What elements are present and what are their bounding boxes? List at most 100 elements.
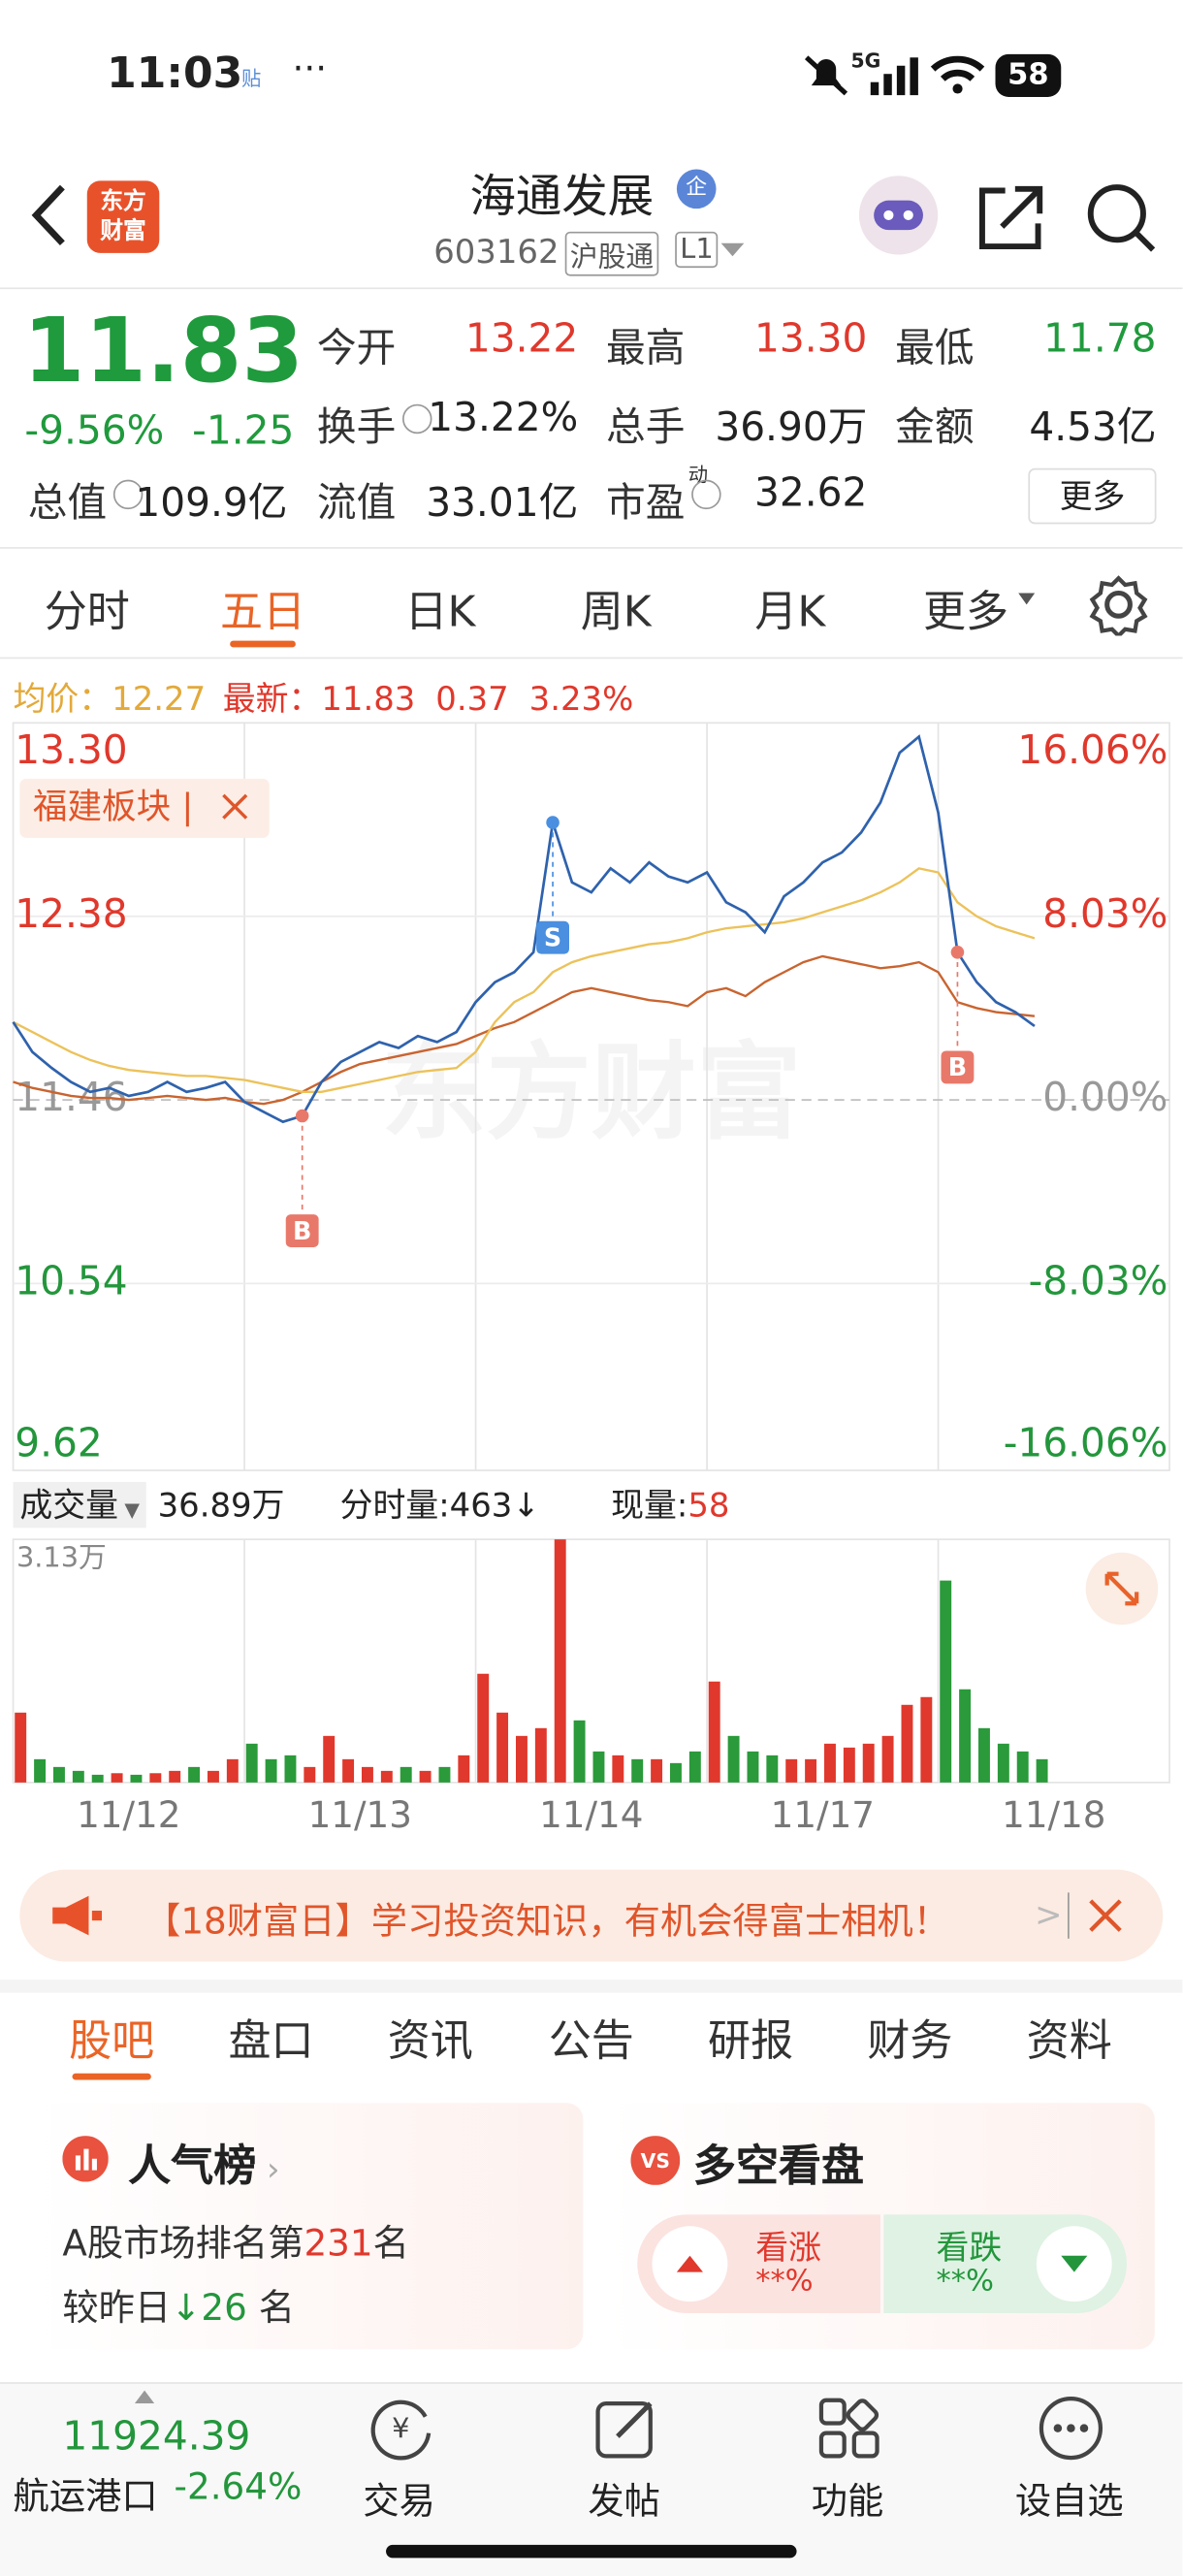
volume-bar [612, 1755, 624, 1783]
chart-tab[interactable]: 更多 [922, 588, 1009, 638]
volume-bar [688, 1751, 701, 1783]
volume-bar [592, 1751, 605, 1783]
x-tick-label: 11/13 [308, 1793, 412, 1836]
x-tick-label: 11/18 [1002, 1793, 1105, 1836]
megaphone-icon [52, 1895, 103, 1936]
volume-bar [149, 1773, 162, 1783]
field-value: 11.78 [1043, 315, 1157, 362]
volume-bar [361, 1766, 373, 1783]
sector-tag-close [222, 793, 248, 820]
diff-percent: 3.23% [528, 678, 634, 719]
stock-title: 海通发展 [469, 169, 655, 224]
field-label: 今开 [316, 325, 397, 371]
function-icon [818, 2398, 879, 2459]
bear-panel[interactable]: 看跌 **% [883, 2214, 1128, 2314]
bull-value: **% [755, 2264, 814, 2299]
bear-label: 看跌 [936, 2227, 1003, 2268]
bear-icon [1036, 2226, 1112, 2302]
volume-bar [111, 1773, 123, 1783]
volume-bar [496, 1712, 509, 1783]
volume-bar [400, 1766, 412, 1783]
nav-label[interactable]: 设自选 [1014, 2482, 1124, 2524]
index-value[interactable]: 11924.39 [62, 2413, 251, 2460]
section-tab[interactable]: 资讯 [387, 2017, 473, 2067]
change-amount: -1.25 [192, 407, 295, 454]
info-icon[interactable] [402, 403, 432, 435]
banner-divider [1068, 1892, 1070, 1939]
delta-suffix: 名 [258, 2288, 296, 2330]
chart-tab[interactable]: 月K [754, 588, 826, 638]
status-badge: 贴 [241, 67, 262, 91]
info-icon[interactable] [112, 479, 144, 510]
nav-label[interactable]: 发帖 [588, 2482, 660, 2524]
home-indicator [386, 2544, 797, 2559]
current-volume: 现量:58 [611, 1482, 729, 1528]
tick-volume: 分时量:463↓ [339, 1485, 540, 1525]
volume-bar [188, 1766, 201, 1783]
volume-bar [169, 1770, 181, 1783]
bull-panel[interactable]: 看涨 **% [637, 2214, 880, 2314]
section-tab[interactable]: 财务 [867, 2017, 953, 2067]
nav-label[interactable]: 交易 [363, 2482, 435, 2524]
price-panel [12, 722, 1170, 1471]
nav-label[interactable]: 功能 [811, 2482, 884, 2524]
index-name[interactable]: 航运港口 [13, 2477, 158, 2519]
back-button[interactable] [23, 180, 73, 249]
index-change[interactable]: -2.64% [174, 2467, 303, 2509]
volume-bar [265, 1758, 277, 1783]
field-value: 13.30 [753, 315, 868, 362]
dropdown-arrow[interactable] [719, 242, 746, 258]
y2-tick-label: 8.03% [1042, 890, 1167, 937]
section-gap [0, 1980, 1183, 1993]
popularity-card[interactable]: 人气榜 › A股市场排名第231名 较昨日↓26 名 [36, 2103, 584, 2350]
volume-bar [245, 1743, 258, 1783]
field-label: 市盈 [606, 479, 686, 527]
expand-button[interactable] [1084, 1551, 1160, 1626]
rank-suffix: 名 [372, 2224, 409, 2266]
volume-total: 36.89万 [157, 1485, 285, 1525]
section-tab[interactable]: 研报 [708, 2017, 794, 2067]
section-tab[interactable]: 股吧 [69, 2017, 155, 2067]
sector-tag-bg [19, 778, 270, 838]
current-value: 58 [687, 1485, 730, 1525]
assistant-avatar[interactable] [854, 171, 943, 259]
trade-badge [536, 920, 569, 954]
bull-icon [652, 2226, 728, 2302]
chart-tab[interactable]: 分时 [44, 588, 130, 638]
y-tick-label: 9.62 [15, 1420, 102, 1466]
share-button[interactable] [975, 180, 1048, 253]
delta-arrow: ↓ [171, 2288, 202, 2330]
volume-selector[interactable]: 成交量 ▼ [13, 1481, 146, 1529]
volume-bar [862, 1743, 875, 1783]
chart-tab[interactable]: 周K [580, 588, 652, 638]
company-badge: 企 [676, 169, 717, 209]
banner-close[interactable] [1087, 1897, 1123, 1933]
svg-text:¥: ¥ [392, 2411, 409, 2444]
mute-icon [804, 55, 848, 96]
bull-bear-card[interactable]: VS 多空看盘 看涨 **% 看跌 **% [607, 2103, 1155, 2350]
section-tab[interactable]: 公告 [548, 2017, 634, 2067]
series-line [13, 954, 1036, 1106]
promo-banner[interactable]: 【18财富日】学习投资知识，有机会得富士相机！ > [19, 1869, 1164, 1962]
volume-bar [573, 1720, 586, 1783]
chart-tab[interactable]: 五日 [219, 588, 306, 638]
info-icon[interactable] [691, 479, 721, 510]
volume-bar [284, 1755, 297, 1783]
y-tick-label: 10.54 [15, 1257, 127, 1304]
section-tab[interactable]: 资料 [1026, 2017, 1112, 2067]
settings-button[interactable] [1087, 573, 1149, 636]
more-button[interactable]: 更多 [1028, 467, 1157, 525]
logo-line: 东方 [100, 188, 146, 215]
field-label: 总值 [27, 479, 108, 527]
search-button[interactable] [1084, 180, 1157, 253]
divider [0, 287, 1183, 290]
trade-icon: ¥ [370, 2399, 432, 2461]
volume-bar [1036, 1758, 1048, 1783]
volume-bar [130, 1774, 143, 1783]
section-tab[interactable]: 盘口 [228, 2017, 314, 2067]
popularity-icon [62, 2136, 109, 2182]
field-value: 109.9亿 [135, 479, 288, 527]
chart-tab[interactable]: 日K [404, 588, 476, 638]
volume-bar [920, 1696, 933, 1783]
